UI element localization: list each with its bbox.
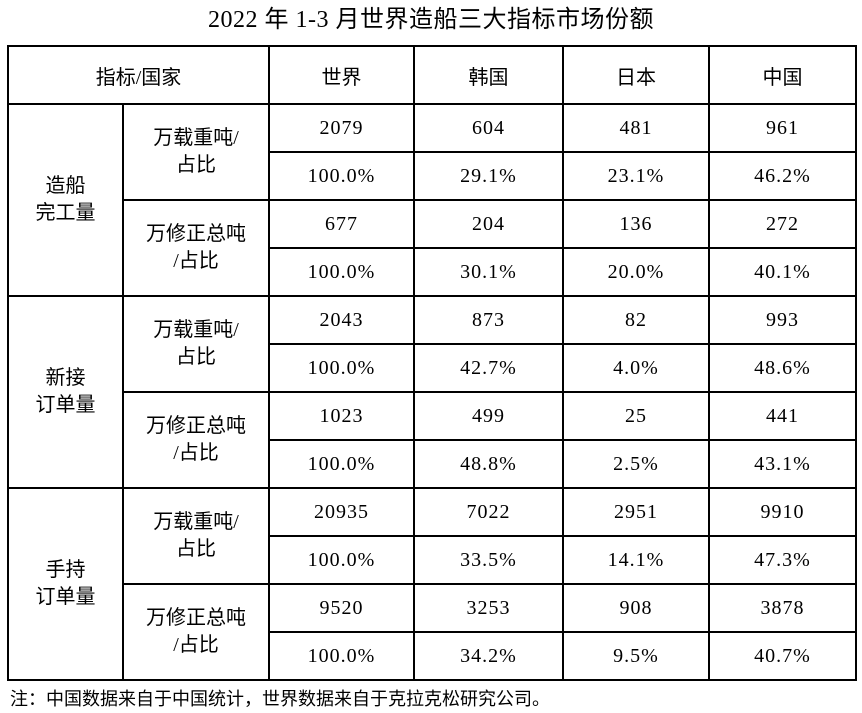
share-cell: 100.0% <box>268 151 415 201</box>
value-cell: 2043 <box>268 295 415 345</box>
value-cell: 961 <box>708 103 857 153</box>
value-cell: 2951 <box>562 487 710 537</box>
corner-header: 指标/国家 <box>7 45 270 105</box>
table-row: 手持 订单量 万载重吨/ 占比 20935 7022 2951 9910 <box>7 487 857 681</box>
metric-label-dwt: 万载重吨/ 占比 <box>122 295 270 393</box>
table-row: 新接 订单量 万载重吨/ 占比 2043 873 82 993 <box>7 295 857 489</box>
metric-label-cgt: 万修正总吨 /占比 <box>122 199 270 297</box>
value-cell: 604 <box>413 103 564 153</box>
value-cell: 204 <box>413 199 564 249</box>
share-cell: 47.3% <box>708 535 857 585</box>
column-header-china: 中国 <box>708 45 857 105</box>
value-cell: 677 <box>268 199 415 249</box>
share-cell: 33.5% <box>413 535 564 585</box>
value-cell: 20935 <box>268 487 415 537</box>
share-cell: 48.8% <box>413 439 564 489</box>
share-cell: 48.6% <box>708 343 857 393</box>
table-row: 万修正总吨 /占比 677 204 136 272 <box>8 199 857 297</box>
share-cell: 2.5% <box>562 439 710 489</box>
table-row: 100.0% 29.1% 23.1% 46.2% <box>8 151 857 201</box>
share-cell: 23.1% <box>562 151 710 201</box>
share-cell: 29.1% <box>413 151 564 201</box>
share-cell: 100.0% <box>268 631 415 681</box>
share-cell: 40.7% <box>708 631 857 681</box>
column-header-world: 世界 <box>268 45 415 105</box>
metric-label-dwt: 万载重吨/ 占比 <box>122 103 270 201</box>
share-cell: 30.1% <box>413 247 564 297</box>
table-row: 100.0% 30.1% 20.0% 40.1% <box>8 247 857 297</box>
share-cell: 100.0% <box>268 439 415 489</box>
table-row: 100.0% 42.7% 4.0% 48.6% <box>8 343 857 393</box>
value-cell: 441 <box>708 391 857 441</box>
value-cell: 82 <box>562 295 710 345</box>
group-label-order-book: 手持 订单量 <box>7 487 124 681</box>
share-cell: 46.2% <box>708 151 857 201</box>
value-cell: 873 <box>413 295 564 345</box>
value-cell: 908 <box>562 583 710 633</box>
share-cell: 9.5% <box>562 631 710 681</box>
share-cell: 100.0% <box>268 535 415 585</box>
share-cell: 42.7% <box>413 343 564 393</box>
table-header-row: 指标/国家 世界 韩国 日本 中国 <box>7 45 857 105</box>
value-cell: 272 <box>708 199 857 249</box>
value-cell: 25 <box>562 391 710 441</box>
group-label-new-orders: 新接 订单量 <box>7 295 124 489</box>
share-cell: 34.2% <box>413 631 564 681</box>
value-cell: 9910 <box>708 487 857 537</box>
page-title: 2022 年 1-3 月世界造船三大指标市场份额 <box>208 7 654 33</box>
share-cell: 43.1% <box>708 439 857 489</box>
share-cell: 100.0% <box>268 343 415 393</box>
value-cell: 136 <box>562 199 710 249</box>
share-cell: 4.0% <box>562 343 710 393</box>
value-cell: 7022 <box>413 487 564 537</box>
table-row: 100.0% 34.2% 9.5% 40.7% <box>8 631 857 681</box>
value-cell: 2079 <box>268 103 415 153</box>
table-row: 万修正总吨 /占比 9520 3253 908 3878 <box>8 583 857 681</box>
shipbuilding-indicators-table: 指标/国家 世界 韩国 日本 中国 造船 完工量 万载重吨/ 占比 2079 6… <box>7 45 857 681</box>
footnote: 注：中国数据来自于中国统计，世界数据来自于克拉克松研究公司。 <box>10 689 550 709</box>
value-cell: 481 <box>562 103 710 153</box>
table-row: 100.0% 48.8% 2.5% 43.1% <box>8 439 857 489</box>
value-cell: 499 <box>413 391 564 441</box>
table-row: 万修正总吨 /占比 1023 499 25 441 <box>8 391 857 489</box>
table-row: 100.0% 33.5% 14.1% 47.3% <box>8 535 857 585</box>
group-label-completions: 造船 完工量 <box>7 103 124 297</box>
metric-label-cgt: 万修正总吨 /占比 <box>122 391 270 489</box>
value-cell: 3253 <box>413 583 564 633</box>
share-cell: 14.1% <box>562 535 710 585</box>
value-cell: 993 <box>708 295 857 345</box>
value-cell: 3878 <box>708 583 857 633</box>
share-cell: 40.1% <box>708 247 857 297</box>
metric-label-dwt: 万载重吨/ 占比 <box>122 487 270 585</box>
column-header-japan: 日本 <box>562 45 710 105</box>
column-header-korea: 韩国 <box>413 45 564 105</box>
value-cell: 1023 <box>268 391 415 441</box>
share-cell: 20.0% <box>562 247 710 297</box>
metric-label-cgt: 万修正总吨 /占比 <box>122 583 270 681</box>
value-cell: 9520 <box>268 583 415 633</box>
share-cell: 100.0% <box>268 247 415 297</box>
table-row: 造船 完工量 万载重吨/ 占比 2079 604 481 961 <box>7 103 857 297</box>
